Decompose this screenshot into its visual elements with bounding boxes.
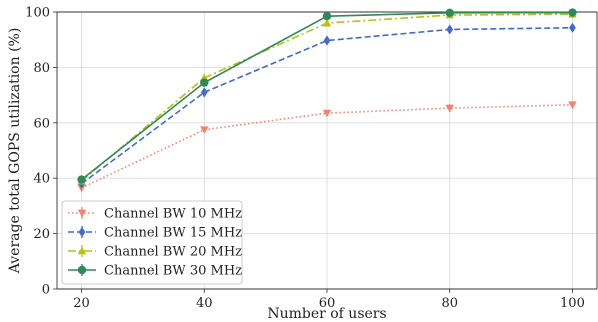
legend-marker: [78, 226, 86, 238]
legend-entry-2: Channel BW 15 MHz: [68, 226, 242, 241]
x-tick-label: 100: [560, 296, 585, 311]
x-axis-title: Number of users: [267, 306, 386, 322]
y-tick-label: 40: [33, 172, 50, 187]
y-tick-label: 0: [42, 283, 50, 298]
y-tick-label: 60: [33, 116, 50, 131]
data-point: [569, 22, 576, 33]
legend-entry-3: Channel BW 20 MHz: [68, 245, 242, 260]
y-tick-label: 20: [33, 227, 50, 242]
legend-label: Channel BW 20 MHz: [104, 245, 242, 260]
data-point: [200, 87, 208, 98]
legend-marker: [77, 246, 87, 255]
legend-label: Channel BW 15 MHz: [104, 226, 242, 241]
series-group: [77, 8, 577, 193]
data-point: [445, 8, 454, 18]
x-tick-label: 60: [319, 296, 336, 311]
legend-entry-4: Channel BW 30 MHz: [68, 264, 242, 279]
data-point: [200, 126, 209, 134]
data-point: [200, 78, 209, 87]
data-point: [322, 11, 332, 21]
legend: Channel BW 10 MHz Channel BW 15 MHz Channe…: [61, 200, 243, 285]
legend-marker: [77, 209, 87, 218]
data-point: [568, 8, 577, 17]
data-point: [77, 175, 86, 184]
y-tick-label: 100: [25, 6, 50, 21]
x-tick-label: 40: [196, 296, 213, 311]
data-point: [322, 18, 332, 27]
y-axis-title: Average total GOPS utilization (%): [7, 28, 23, 275]
series-4: [77, 8, 577, 184]
legend-box: [61, 200, 243, 285]
tick-labels: 20 40 60 80 100 0 20 40 60 80 100: [25, 6, 585, 312]
legend-entry-1: Channel BW 10 MHz: [68, 207, 242, 222]
legend-label: Channel BW 30 MHz: [104, 264, 242, 279]
x-tick-label: 80: [441, 296, 458, 311]
legend-marker: [77, 265, 87, 275]
data-point: [568, 101, 577, 109]
data-point: [445, 104, 454, 113]
data-point: [446, 24, 454, 35]
legend-label: Channel BW 10 MHz: [104, 207, 242, 222]
y-tick-label: 80: [33, 61, 50, 76]
series-line: [81, 26, 573, 185]
x-tick-label: 20: [73, 296, 90, 311]
data-point: [322, 109, 332, 118]
data-point: [323, 35, 331, 46]
